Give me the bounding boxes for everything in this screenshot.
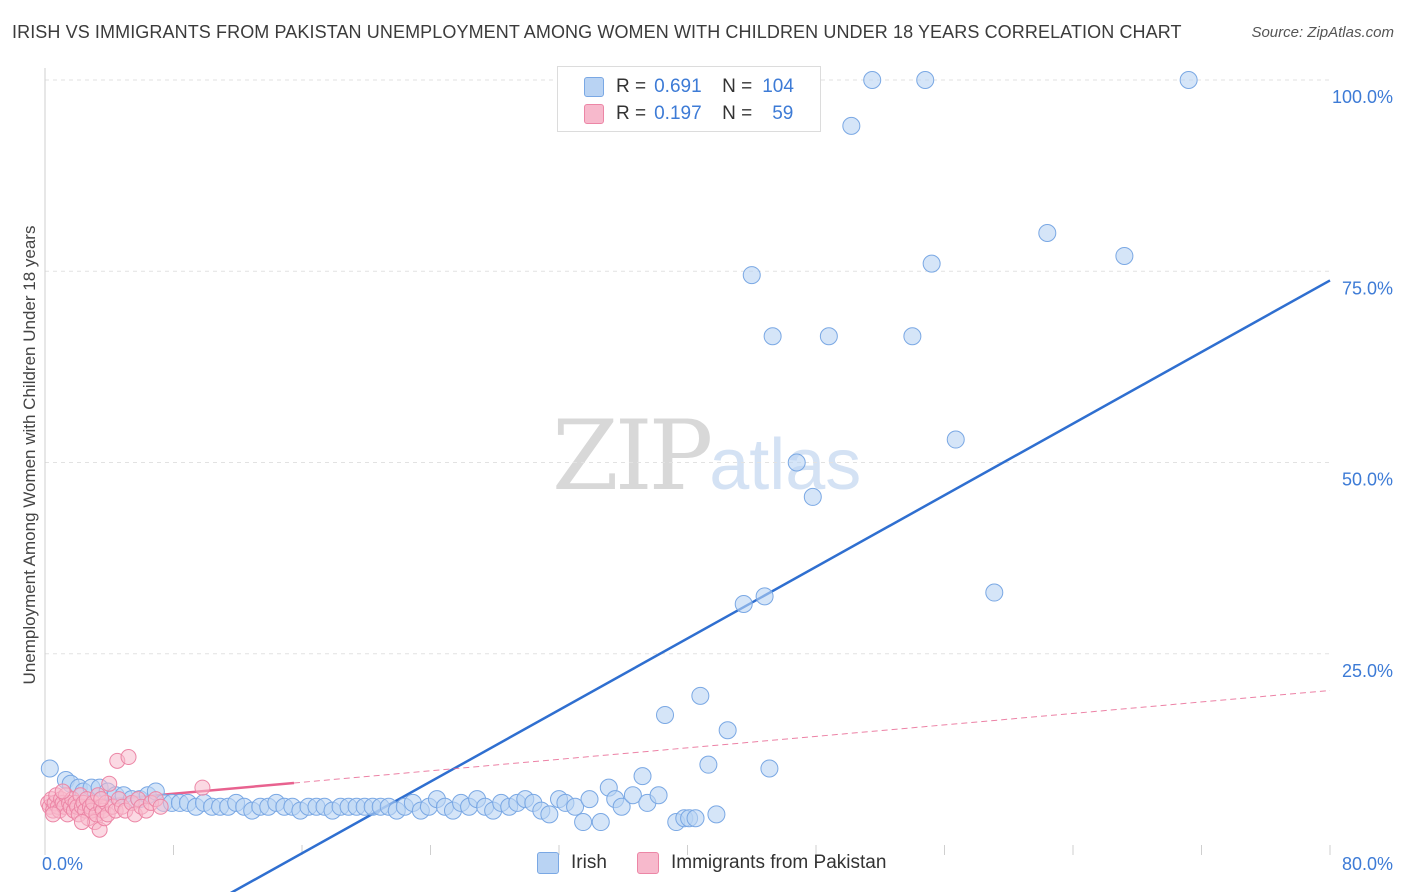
series-legend-irish[interactable]: Irish <box>537 852 607 874</box>
irish-point <box>922 254 941 273</box>
legend-pakistan-r-value: 0.197 <box>654 103 702 124</box>
pakistan-points <box>40 749 211 838</box>
irish-point <box>787 453 806 472</box>
legend-row-irish: R = 0.691 N = 104 <box>558 72 794 102</box>
series-label-irish: Irish <box>571 852 607 873</box>
correlation-legend: R = 0.691 N = 104 R = 0.197 N = 59 <box>557 66 821 132</box>
irish-point <box>803 487 822 506</box>
pakistan-point <box>120 749 137 766</box>
irish-point <box>699 755 718 774</box>
legend-swatch-irish <box>584 77 604 97</box>
irish-point <box>540 805 559 824</box>
irish-point <box>903 327 922 346</box>
irish-point <box>566 797 585 816</box>
irish-point <box>691 686 710 705</box>
tick-layer: 25.0% 50.0% 75.0% 100.0% 0.0% 80.0% <box>42 87 1393 874</box>
series-swatch-irish <box>537 852 559 874</box>
pakistan-point <box>73 814 90 831</box>
irish-point <box>612 797 631 816</box>
watermark-zip: ZIP <box>552 400 713 512</box>
y-tick-label: 75.0% <box>1342 278 1393 298</box>
series-swatch-pakistan <box>637 852 659 874</box>
x-tick-label-max: 80.0% <box>1342 854 1393 874</box>
y-tick-label: 25.0% <box>1342 661 1393 681</box>
watermark-atlas: atlas <box>709 425 862 505</box>
irish-point <box>1179 71 1198 89</box>
irish-point <box>633 767 652 786</box>
series-legend-pakistan[interactable]: Immigrants from Pakistan <box>637 852 886 874</box>
legend-row-pakistan: R = 0.197 N = 59 <box>558 99 793 129</box>
irish-point <box>985 583 1004 602</box>
irish-point <box>1115 246 1134 265</box>
irish-point <box>863 71 882 89</box>
watermark: ZIPatlas <box>552 400 861 512</box>
irish-point <box>916 71 935 89</box>
irish-point <box>734 595 753 614</box>
irish-points <box>40 71 1198 832</box>
legend-swatch-pakistan <box>584 104 604 124</box>
legend-pakistan-n-value: 59 <box>772 103 794 124</box>
legend-irish-r-label: R = <box>616 76 647 97</box>
irish-point <box>755 587 774 606</box>
irish-point <box>819 327 838 346</box>
irish-point <box>707 805 726 824</box>
irish-point <box>842 116 861 135</box>
pakistan-point <box>45 806 62 823</box>
irish-point <box>686 809 705 828</box>
irish-point <box>760 759 779 778</box>
irish-point <box>623 786 642 805</box>
irish-point <box>40 759 59 778</box>
irish-point <box>946 430 965 449</box>
irish-point <box>742 266 761 285</box>
y-tick-label: 100.0% <box>1332 87 1393 107</box>
series-legend: Irish Immigrants from Pakistan <box>0 852 1406 878</box>
irish-point <box>591 813 610 832</box>
irish-point <box>718 721 737 740</box>
irish-point <box>580 790 599 809</box>
pakistan-point <box>152 798 169 815</box>
pakistan-point <box>101 775 118 792</box>
pakistan-point <box>194 779 211 796</box>
series-label-pakistan: Immigrants from Pakistan <box>671 852 887 873</box>
legend-irish-r-value: 0.691 <box>654 76 702 97</box>
y-tick-label: 50.0% <box>1342 470 1393 490</box>
irish-point <box>574 813 593 832</box>
irish-point <box>656 705 675 724</box>
irish-point <box>763 327 782 346</box>
irish-point <box>649 786 668 805</box>
pakistan-point <box>93 791 110 808</box>
trend-line-irish <box>229 279 1331 892</box>
x-tick-label-min: 0.0% <box>42 854 83 874</box>
grid-layer <box>44 68 1331 855</box>
irish-point <box>1038 224 1057 242</box>
legend-pakistan-r-label: R = <box>616 103 647 124</box>
legend-irish-n-value: 104 <box>762 76 794 97</box>
chart-title: IRISH VS IMMIGRANTS FROM PAKISTAN UNEMPL… <box>12 22 1182 42</box>
source-credit: Source: ZipAtlas.com <box>1251 24 1394 41</box>
pakistan-point <box>54 783 71 800</box>
legend-irish-n-label: N = <box>722 76 753 97</box>
legend-pakistan-n-label: N = <box>722 103 753 124</box>
trend-line-pakistan-dashed <box>293 689 1331 784</box>
